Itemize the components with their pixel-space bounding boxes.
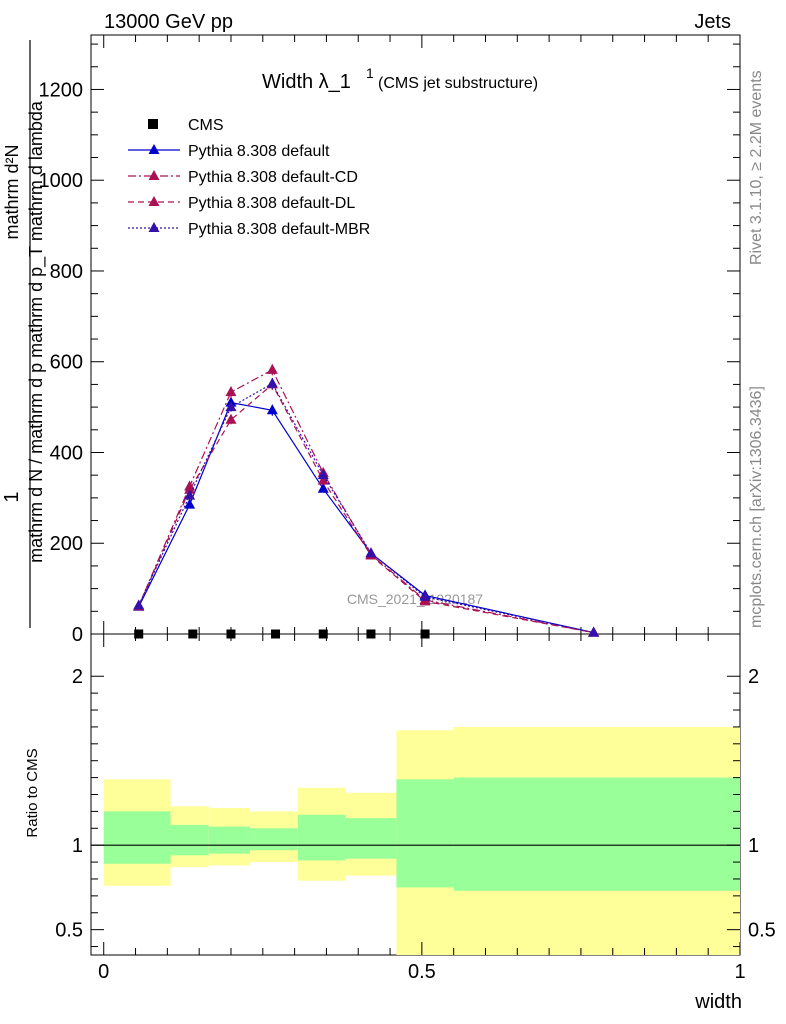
series-marker-4 [419,590,431,601]
ratio-ylabel: Ratio to CMS [24,748,41,837]
series-marker-4 [317,469,329,480]
ratio-ytick-label: 2 [72,666,83,688]
ratio-plot-area [91,726,740,955]
ratio-xlabel: width [694,991,742,1013]
series-line-4 [138,382,594,634]
ratio-ytick-label-right: 1 [748,835,759,857]
ratio-band-stat [396,779,454,888]
legend: CMS Pythia 8.308 default Pythia 8.308 defa… [128,117,370,238]
plot-title-main: Width λ_1 [262,71,351,93]
main-plot-area [133,363,600,639]
legend-marker-cms [148,119,158,129]
series-marker-3 [317,474,329,485]
cms-data-point [134,629,144,639]
series-marker-1 [184,498,196,509]
ratio-ytick-label-right: 0.5 [748,920,776,942]
ratio-band-stat [250,828,298,851]
series-marker-4 [266,377,278,388]
series-marker-1 [317,482,329,493]
main-ytick-label: 1000 [39,170,84,192]
main-ytick-label: 800 [50,261,83,283]
cms-data-point [420,629,430,639]
series-marker-4 [225,401,237,412]
ratio-xtick-label: 1 [734,961,745,983]
main-ylabel-numerator: mathrm d²N [2,144,22,239]
main-axis-ticks: 0 200 400 600 800 1000 1200 [39,35,741,646]
legend-marker [148,170,160,180]
ratio-band-stat [103,811,171,864]
ratio-band-stat [297,814,346,861]
header-energy: 13000 GeV pp [104,11,233,33]
ratio-ytick-label: 1 [72,835,83,857]
legend-label: CMS [188,117,224,134]
main-ytick-label: 200 [50,533,83,555]
series-marker-1 [266,404,278,415]
ratio-band-stat [345,818,397,859]
main-ylabel-denominator: mathrm d N / mathrm d p mathrm d p_T mat… [26,100,47,563]
series-marker-4 [133,599,145,610]
ratio-band-stat [453,777,740,891]
ratio-xtick-label: 0 [98,961,109,983]
main-ylabel-prefactor: 1 [1,491,23,502]
header-category: Jets [694,11,731,33]
cms-data-point [318,629,328,639]
series-marker-4 [588,626,600,637]
main-ytick-label: 0 [72,624,83,646]
legend-marker [148,144,160,154]
ratio-ytick-label-right: 2 [748,666,759,688]
ratio-band-stat [170,824,209,856]
series-marker-4 [365,547,377,558]
series-marker-3 [225,413,237,424]
series-marker-3 [184,483,196,494]
legend-marker [148,222,160,232]
ratio-band-stat [208,826,251,854]
series-line-1 [138,401,594,634]
series-marker-4 [184,489,196,500]
cms-data-point [271,629,281,639]
series-line-3 [138,383,594,634]
ratio-xtick-label: 0.5 [408,961,436,983]
series-marker-2 [266,363,278,374]
cms-data-point [188,629,198,639]
ratio-axis-ticks: 0.5 0.51 12 20 0.5 1 [55,634,776,983]
main-ytick-label: 400 [50,442,83,464]
mcplots-label: mcplots.cern.ch [arXiv:1306.3436] [748,386,765,628]
ratio-ytick-label: 0.5 [55,920,83,942]
analysis-watermark: CMS_2021_I1920187 [347,591,483,607]
series-line-2 [138,369,594,634]
plot-title-subtitle: (CMS jet substructure) [378,75,538,92]
plot-title-superscript: 1 [366,65,374,81]
cms-data-point [366,629,376,639]
legend-label: Pythia 8.308 default-MBR [188,221,370,238]
main-ytick-label: 600 [50,352,83,374]
legend-label: Pythia 8.308 default-DL [188,195,355,212]
rivet-version-label: Rivet 3.1.10, ≥ 2.2M events [748,70,765,265]
series-marker-2 [225,386,237,397]
legend-label: Pythia 8.308 default-CD [188,169,358,186]
main-ytick-label: 1200 [39,79,84,101]
legend-marker [148,196,160,206]
legend-label: Pythia 8.308 default [188,143,330,160]
